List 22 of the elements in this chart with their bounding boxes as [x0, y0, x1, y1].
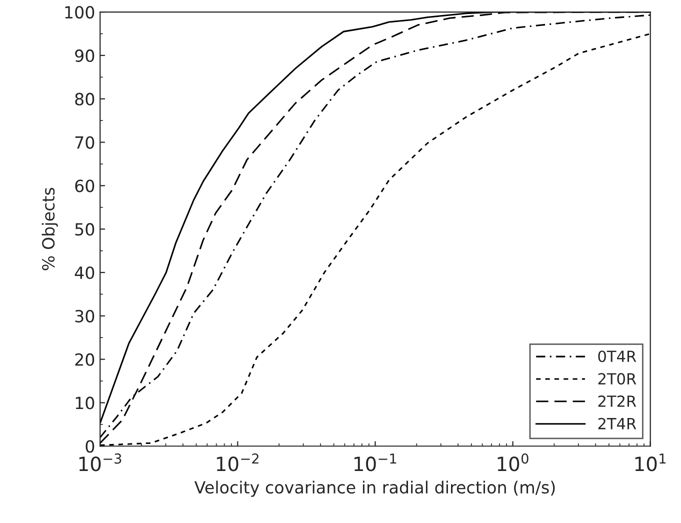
y-tick-label: 50 [75, 223, 94, 236]
legend-label: 2T4R [598, 418, 636, 430]
y-tick-label: 90 [75, 49, 94, 62]
x-tick-label: 10$^{−2}$ [216, 453, 258, 472]
y-tick-label: 80 [75, 92, 94, 106]
legend-label: 2T2R [598, 395, 636, 407]
x-tick-label: 10$^{0}$ [498, 453, 528, 472]
x-tick-label: 10$^{1}$ [635, 454, 666, 472]
x-tick-label: 10$^{−1}$ [354, 454, 396, 472]
y-tick-label: 20 [75, 353, 94, 366]
legend-label: 2T0R [598, 373, 636, 385]
x-axis-title: Velocity covariance in radial direction (m/s) [194, 480, 555, 497]
y-axis-title: % Objects [42, 188, 58, 270]
y-tick-label: 60 [75, 180, 94, 192]
legend-label: 0T4R [598, 350, 636, 362]
x-tick-label: 10$^{−3}$ [79, 453, 122, 472]
y-tick-label: 70 [75, 136, 94, 149]
y-tick-label: 30 [75, 310, 94, 322]
y-tick-label: 40 [74, 266, 94, 280]
y-tick-label: 0 [86, 440, 94, 453]
y-tick-label: 100 [65, 6, 94, 19]
y-tick-label: 10 [76, 396, 94, 410]
